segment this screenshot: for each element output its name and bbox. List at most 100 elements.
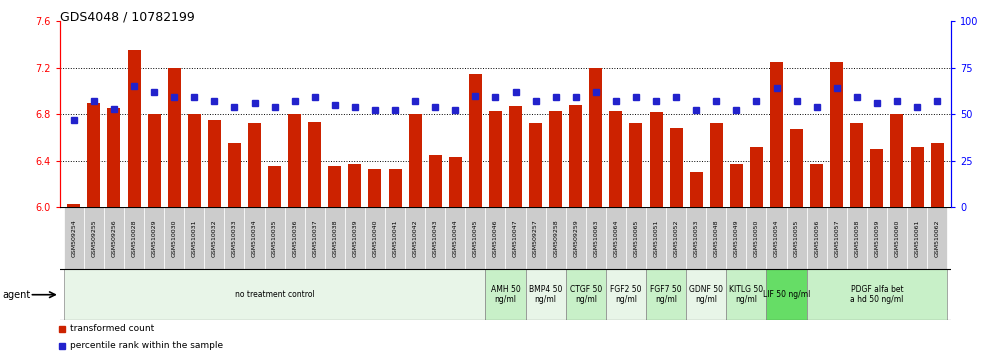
Bar [686, 269, 726, 320]
Text: GSM510030: GSM510030 [171, 219, 176, 257]
Bar [224, 207, 244, 269]
Bar [445, 207, 465, 269]
Bar [305, 207, 325, 269]
Bar [204, 207, 224, 269]
Bar [349, 164, 362, 207]
Text: GSM510051: GSM510051 [653, 219, 658, 257]
Text: GSM509255: GSM509255 [92, 219, 97, 257]
Bar [505, 207, 526, 269]
Text: GSM510048: GSM510048 [714, 219, 719, 257]
Bar [566, 269, 606, 320]
Bar [385, 207, 405, 269]
Bar [871, 149, 883, 207]
Bar [489, 111, 502, 207]
Bar [164, 207, 184, 269]
Bar [570, 105, 583, 207]
Text: GSM510028: GSM510028 [131, 219, 136, 257]
Bar [606, 207, 625, 269]
Text: GSM510034: GSM510034 [252, 219, 257, 257]
Text: GDS4048 / 10782199: GDS4048 / 10782199 [60, 11, 194, 24]
Bar [167, 68, 180, 207]
Text: GSM510058: GSM510058 [855, 219, 860, 257]
Bar [365, 207, 385, 269]
Bar [807, 207, 827, 269]
Bar [646, 269, 686, 320]
Text: no treatment control: no treatment control [235, 290, 315, 299]
Bar [546, 207, 566, 269]
Bar [689, 172, 703, 207]
Bar [84, 207, 104, 269]
Bar [930, 143, 943, 207]
Text: GSM510043: GSM510043 [432, 219, 437, 257]
Bar [405, 207, 425, 269]
Bar [208, 120, 221, 207]
Bar [710, 124, 723, 207]
Bar [127, 50, 140, 207]
Text: GSM510045: GSM510045 [473, 219, 478, 257]
Text: GSM510053: GSM510053 [693, 219, 699, 257]
Text: LIF 50 ng/ml: LIF 50 ng/ml [763, 290, 810, 299]
Bar [526, 207, 546, 269]
Bar [669, 128, 682, 207]
Text: GSM510052: GSM510052 [673, 219, 678, 257]
Bar [606, 269, 646, 320]
Bar [770, 62, 783, 207]
Text: GSM510055: GSM510055 [794, 219, 799, 257]
Text: PDGF alfa bet
a hd 50 ng/ml: PDGF alfa bet a hd 50 ng/ml [851, 285, 903, 304]
Bar [425, 207, 445, 269]
Text: GSM510064: GSM510064 [614, 219, 619, 257]
Bar [288, 114, 301, 207]
Text: GSM510035: GSM510035 [272, 219, 277, 257]
Text: GSM509254: GSM509254 [72, 219, 77, 257]
Text: GSM510054: GSM510054 [774, 219, 779, 257]
Text: percentile rank within the sample: percentile rank within the sample [70, 341, 223, 350]
Bar [726, 269, 767, 320]
Bar [886, 207, 907, 269]
Bar [228, 143, 241, 207]
Bar [767, 207, 787, 269]
Text: GDNF 50
ng/ml: GDNF 50 ng/ml [689, 285, 723, 304]
Text: GSM509256: GSM509256 [112, 219, 117, 257]
Bar [625, 207, 646, 269]
Bar [750, 147, 763, 207]
Bar [746, 207, 767, 269]
Bar [867, 207, 886, 269]
Bar [549, 111, 562, 207]
Bar [68, 204, 81, 207]
Bar [706, 207, 726, 269]
Bar [329, 166, 342, 207]
Bar [586, 207, 606, 269]
Bar [927, 207, 947, 269]
Text: GSM510031: GSM510031 [192, 219, 197, 257]
Bar [124, 207, 144, 269]
Text: GSM510042: GSM510042 [412, 219, 417, 257]
Text: GSM510033: GSM510033 [232, 219, 237, 257]
Bar [265, 207, 285, 269]
Bar [485, 269, 526, 320]
Text: GSM509259: GSM509259 [574, 219, 579, 257]
Bar [268, 166, 281, 207]
Bar [449, 157, 462, 207]
Bar [369, 169, 381, 207]
Bar [590, 68, 603, 207]
Bar [610, 111, 622, 207]
Text: GSM510036: GSM510036 [292, 219, 297, 257]
Bar [910, 147, 923, 207]
Text: GSM510060: GSM510060 [894, 219, 899, 257]
Bar [890, 114, 903, 207]
Bar [831, 62, 844, 207]
Text: GSM510032: GSM510032 [212, 219, 217, 257]
Text: GSM510046: GSM510046 [493, 219, 498, 257]
Text: GSM509258: GSM509258 [553, 219, 558, 257]
Bar [646, 207, 666, 269]
Bar [629, 124, 642, 207]
Text: GSM510063: GSM510063 [594, 219, 599, 257]
Text: GSM510049: GSM510049 [734, 219, 739, 257]
Bar [726, 207, 746, 269]
Bar [248, 124, 261, 207]
Bar [108, 108, 121, 207]
Bar [810, 164, 823, 207]
Bar [807, 269, 947, 320]
Bar [730, 164, 743, 207]
Bar [184, 207, 204, 269]
